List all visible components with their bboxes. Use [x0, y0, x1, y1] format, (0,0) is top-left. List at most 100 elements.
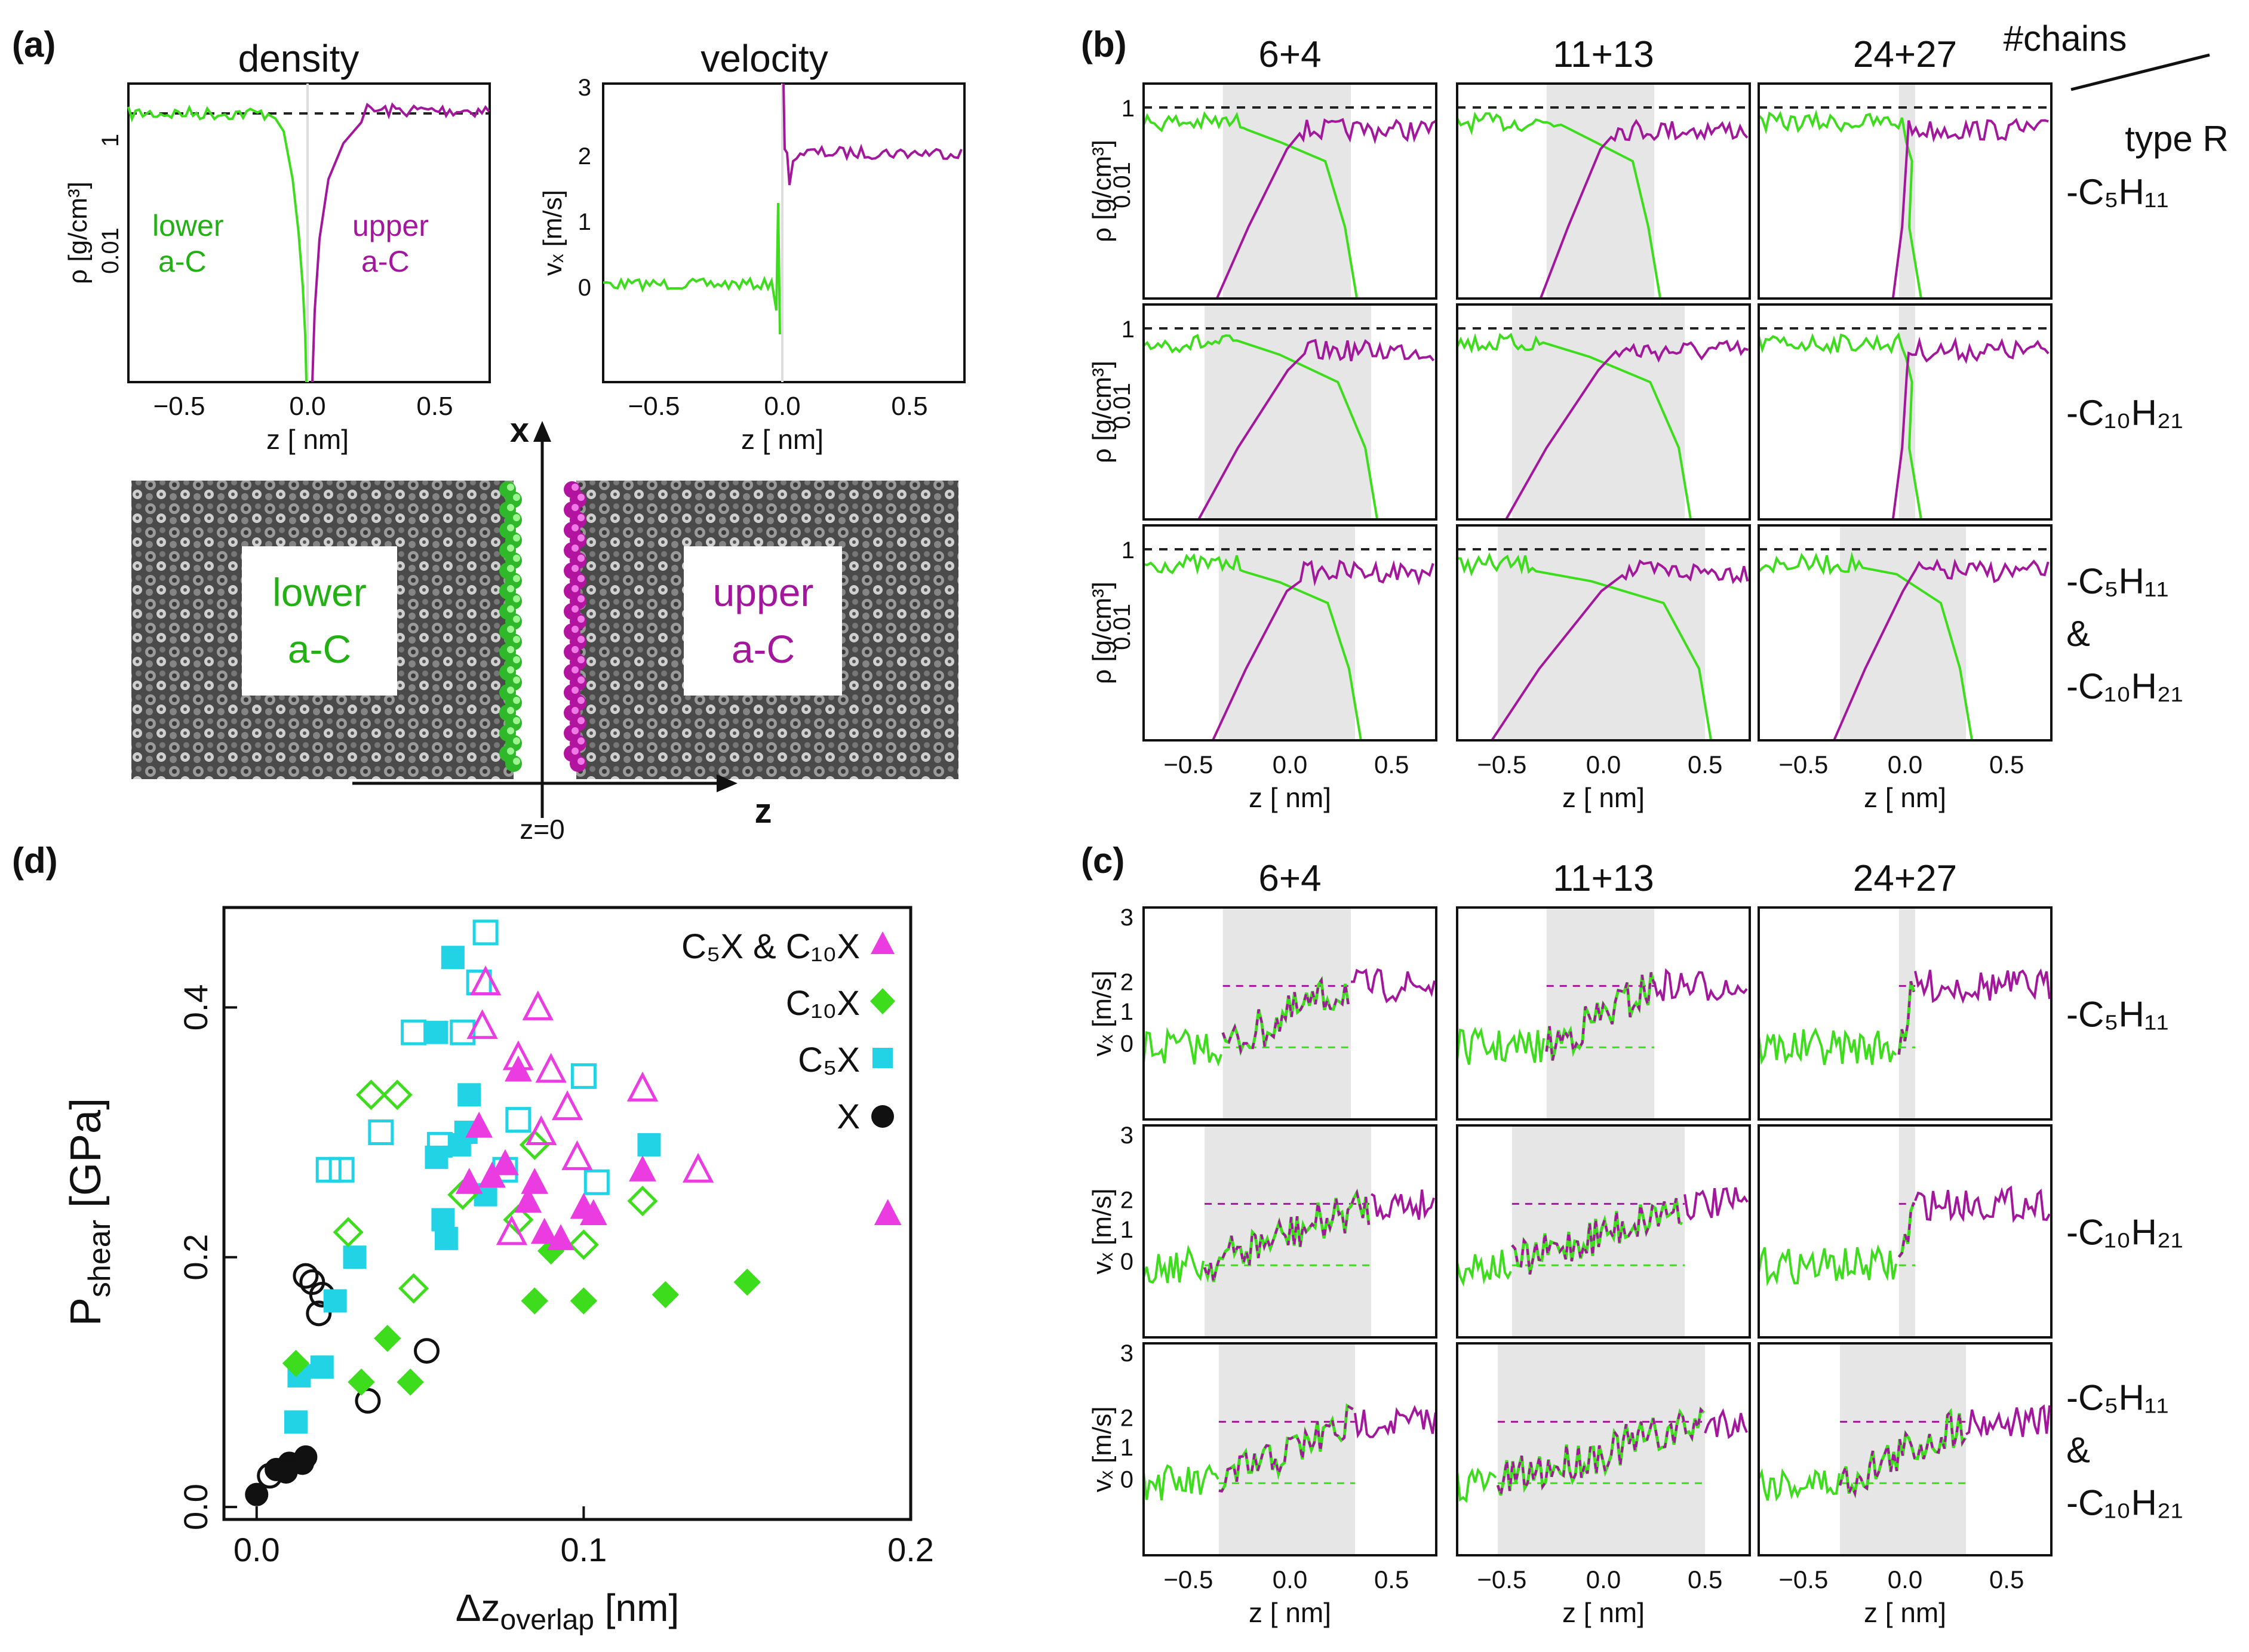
magenta-bead-highlight	[577, 737, 585, 745]
magenta-bead-highlight	[577, 656, 585, 663]
cell-frame	[1142, 906, 1437, 1121]
snapshot-lower-1: lower	[272, 570, 367, 614]
cell-frame	[1456, 524, 1751, 742]
scatter-point-triangle	[491, 1149, 519, 1176]
green-bead-highlight	[513, 494, 520, 501]
x-axis-arrowhead	[533, 421, 551, 442]
panel_c-row-label: -C₁₀H₂₁	[2066, 1213, 2183, 1253]
panel_c-xlabel: z [ nm]	[1864, 1597, 1946, 1628]
scatter-point-square	[425, 1020, 448, 1044]
upper-velocity-curve	[1914, 968, 2051, 1004]
lower-density-curve	[1456, 333, 1692, 520]
cell-frame	[1456, 82, 1751, 300]
green-bead-highlight	[507, 626, 514, 633]
scatter-point-diamond	[374, 1324, 401, 1352]
scatter-point-circle	[274, 1460, 298, 1484]
lower-density-curve	[1142, 111, 1359, 299]
legend-c10: C₁₀X	[786, 984, 860, 1023]
scatter-point-square	[434, 1226, 458, 1250]
snapshot-lower-2: a-C	[288, 627, 351, 671]
scatter-point-triangle	[496, 1215, 528, 1245]
lower-density-curve	[1758, 551, 1974, 741]
green-bead-highlight	[513, 697, 520, 704]
magenta-bead-highlight	[572, 565, 579, 572]
origin-label: z=0	[520, 814, 564, 845]
cell-frame	[1758, 82, 2053, 300]
panel_c-ylabel: vₓ [m/s]	[1087, 1407, 1117, 1493]
panel_c-row-label: -C₁₀H₂₁	[2066, 1483, 2183, 1523]
panel_c-col-0: 6+4	[1258, 858, 1321, 899]
scatter-point-triangle	[505, 1055, 532, 1082]
magenta-bead-highlight	[572, 747, 579, 755]
scatter-point-diamond	[348, 1368, 375, 1396]
scatter-point-circle	[245, 1482, 269, 1506]
panel_c-ytick: 1	[1120, 1435, 1133, 1461]
scatter-ytick-1: 0.2	[177, 1234, 214, 1281]
scatter-point-square	[570, 1063, 597, 1089]
cell-frame	[1142, 82, 1437, 300]
density-label-upper-1: upper	[352, 209, 429, 242]
green-bead-highlight	[513, 717, 520, 724]
scatter-point-triangle	[626, 1071, 659, 1102]
scatter-point-square	[401, 1019, 427, 1045]
scatter-point-square	[472, 919, 499, 946]
green-bead-highlight	[513, 575, 520, 582]
panel_c-cell	[1142, 1124, 1437, 1339]
lower-density-curve	[1758, 332, 1922, 520]
panel_c-cell	[1758, 906, 2053, 1121]
scatter-point-circle	[306, 1300, 332, 1327]
scatter-point-triangle	[682, 1152, 714, 1183]
scatter-point-circle	[293, 1263, 319, 1289]
scatter-point-square	[328, 1156, 355, 1183]
panel-a-snapshot: lower a-C upper a-C x z z=0	[131, 411, 958, 845]
panel_b-xtick: 0.0	[1888, 750, 1922, 779]
scatter-point-diamond	[355, 1079, 386, 1110]
panel_b-xlabel: z [ nm]	[1249, 782, 1331, 813]
green-bead-highlight	[507, 727, 514, 734]
upper-label-box	[684, 546, 842, 696]
magenta-bead-highlight	[577, 575, 585, 582]
scatter-xtick-1: 0.1	[560, 1531, 607, 1568]
lower-velocity-curve	[1142, 1244, 1205, 1284]
cell-frame	[1758, 1124, 2053, 1339]
panel_b-cell	[1142, 524, 1437, 742]
scatter-point-triangle	[530, 1217, 558, 1244]
scatter-ylabel: Pshear [GPa]	[62, 1098, 117, 1326]
density-ytick-1: 1	[97, 134, 124, 147]
green-bead-highlight	[507, 646, 514, 653]
panel_c-cell	[1456, 1124, 1751, 1339]
lower-velocity-curve	[1456, 1468, 1497, 1503]
scatter-point-diamond	[333, 1217, 364, 1248]
panel_c-xtick: 0.5	[1688, 1565, 1722, 1593]
panel_b-xtick: −0.5	[1163, 750, 1213, 779]
upper-density-curve	[1539, 119, 1749, 299]
magenta-bead-highlight	[577, 595, 585, 602]
green-bead-highlight	[513, 656, 520, 663]
panel_c-xtick: −0.5	[1477, 1565, 1526, 1593]
overlap-shade	[1222, 84, 1351, 299]
panel_c-ytick: 2	[1120, 1187, 1133, 1213]
scatter-ytick-2: 0.4	[177, 984, 214, 1030]
panel_c-ytick: 3	[1120, 905, 1133, 931]
green-bead-highlight	[507, 585, 514, 592]
density-ylabel: ρ [g/cm³]	[63, 181, 93, 284]
panel_b-cell	[1142, 82, 1437, 300]
scatter-point-circle	[414, 1338, 440, 1364]
cell-frame	[1456, 1342, 1751, 1556]
magenta-bead-highlight	[572, 524, 579, 531]
upper-velocity-curve	[1653, 968, 1748, 1001]
panel_c-cell	[1142, 906, 1437, 1121]
panel-d-label: (d)	[12, 841, 58, 881]
scatter-point-diamond	[519, 1129, 550, 1160]
overlap-upper-velocity-curve	[1218, 1404, 1354, 1493]
scatter-point-square	[368, 1119, 394, 1146]
scatter-point-square	[425, 1145, 448, 1169]
panel_b-ylabel: ρ [g/cm³]	[1087, 361, 1117, 463]
panel_b-row-label: -C₁₀H₂₁	[2066, 666, 2183, 706]
green-bead-highlight	[513, 514, 520, 521]
overlap-shade	[1546, 84, 1655, 299]
green-bead-highlight	[513, 555, 520, 562]
legend-c5: C₅X	[798, 1041, 860, 1079]
panel_c-row-label: -C₅H₁₁	[2066, 995, 2168, 1035]
